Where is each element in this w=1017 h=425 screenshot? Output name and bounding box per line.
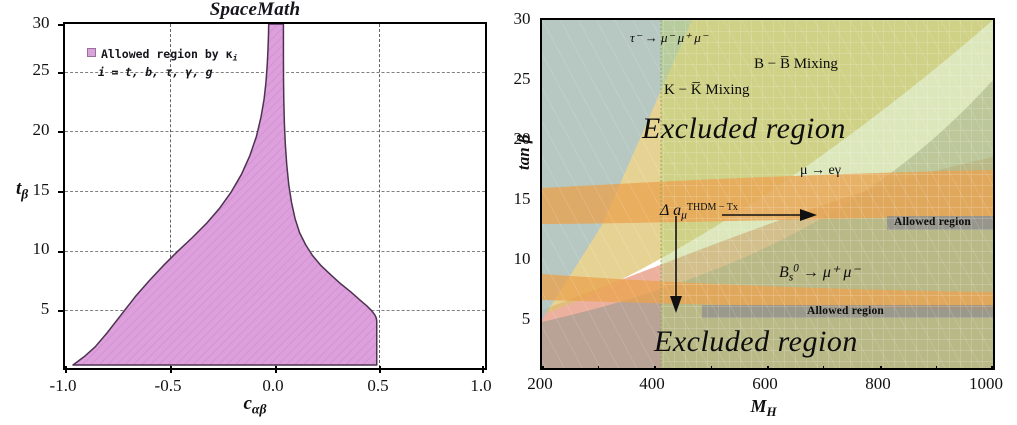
annotation-excluded-region-top: Excluded region <box>642 112 846 145</box>
xtick-0 <box>274 366 277 373</box>
annotation-tau-decay: τ⁻ → μ⁻ μ⁺ μ⁻ <box>630 30 708 45</box>
ytick-15 <box>58 190 65 193</box>
legend-label-line2: i = t, b, τ, γ, g <box>98 65 213 80</box>
xtick-label-0: 0.0 <box>262 376 284 395</box>
rxtick-600 <box>767 366 769 368</box>
ytick-5 <box>58 310 65 313</box>
gridline-v-neg05 <box>169 24 171 368</box>
rytick-minor-28 <box>540 44 542 45</box>
rytick-minor-8 <box>540 284 542 285</box>
right-x-axis-label: MH <box>510 396 1017 420</box>
xtick-label-05: 0.5 <box>367 376 389 395</box>
rxtick-200 <box>542 366 544 368</box>
rytick-label-10: 10 <box>513 249 531 268</box>
bs-decay-main: B <box>779 264 789 281</box>
right-x-axis-label-sub: H <box>766 404 777 420</box>
rytick-20 <box>540 140 542 142</box>
xtick-label-neg1: -1.0 <box>49 376 77 395</box>
delta-a-mu-sup: THDM − Tx <box>686 202 738 213</box>
right-plot-frame: τ⁻ → μ⁻ μ⁺ μ⁻ B − B̅ Mixing K − K̅ Mixin… <box>540 18 995 370</box>
rytick-10 <box>540 260 542 262</box>
rytick-minor-23 <box>540 104 542 105</box>
annotation-delta-a-mu: Δ aμTHDM − Tx <box>660 202 738 222</box>
xtick-neg1 <box>65 366 67 373</box>
xtick-neg05 <box>169 366 172 373</box>
left-y-axis-label: tβ <box>16 178 28 202</box>
legend-label-line1-sub: i <box>232 52 238 63</box>
rytick-15 <box>540 200 542 202</box>
kappa-allowed-region-shape <box>72 24 378 366</box>
annotation-k-kbar-mixing: K − K̅ Mixing <box>664 82 750 98</box>
rxtick-1000 <box>991 366 993 368</box>
delta-a-mu-arrow-down <box>670 216 682 313</box>
rxtick-minor-700 <box>823 366 824 368</box>
xtick-label-1: 1.0 <box>470 376 492 395</box>
bs-decay-rest: → μ⁺ μ⁻ <box>802 264 860 281</box>
ytick-label-30: 30 <box>32 13 50 32</box>
rxtick-minor-500 <box>711 366 712 368</box>
ytick-label-15: 15 <box>32 180 50 199</box>
ytick-10 <box>58 250 65 253</box>
delta-a-mu-sub: μ <box>681 209 687 222</box>
left-x-axis-label-main: c <box>243 393 252 414</box>
annotation-b-bbar-mixing: B − B̅ Mixing <box>754 56 838 72</box>
legend-swatch <box>87 47 101 61</box>
gridline-v-05 <box>379 24 381 368</box>
left-plot-panel: SpaceMath <box>0 0 510 417</box>
rytick-25 <box>540 80 542 82</box>
rxtick-minor-900 <box>936 366 937 368</box>
left-x-axis-label: cαβ <box>0 393 510 417</box>
right-y-axis-label: tan β <box>514 134 533 170</box>
xtick-1 <box>482 366 484 373</box>
rytick-label-15: 15 <box>513 189 531 208</box>
left-plot-legend: Allowed region by κi i = t, b, τ, γ, g <box>87 46 327 82</box>
left-plot-title: SpaceMath <box>209 0 301 20</box>
legend-label-line1: Allowed region by κ <box>101 47 233 61</box>
rytick-30 <box>540 20 542 22</box>
ytick-30 <box>58 24 65 26</box>
rytick-5 <box>540 320 542 322</box>
ytick-label-5: 5 <box>40 299 50 318</box>
rxtick-label-600: 600 <box>752 374 778 393</box>
constraint-regions-svg <box>542 20 993 368</box>
rytick-label-25: 25 <box>513 69 531 88</box>
ytick-label-10: 10 <box>32 239 50 258</box>
xtick-05 <box>379 366 382 373</box>
left-y-axis-label-sub: β <box>21 186 29 202</box>
bs-decay-sub: s <box>788 271 794 284</box>
annotation-mu-to-egamma: μ → eγ <box>800 163 841 178</box>
ytick-20 <box>58 131 65 134</box>
delta-a-mu-main: Δ a <box>660 202 682 219</box>
rytick-label-5: 5 <box>521 309 531 328</box>
rxtick-400 <box>654 366 656 368</box>
right-x-axis-label-main: M <box>750 396 767 416</box>
rxtick-800 <box>880 366 882 368</box>
right-plot-panel: τ⁻ → μ⁻ μ⁺ μ⁻ B − B̅ Mixing K − K̅ Mixin… <box>510 0 1017 425</box>
rxtick-label-400: 400 <box>639 374 665 393</box>
annotation-allowed-region-upper: Allowed region <box>894 216 972 228</box>
rytick-label-30: 30 <box>513 9 531 28</box>
left-plot-frame: Allowed region by κi i = t, b, τ, γ, g <box>58 22 487 373</box>
ytick-label-20: 20 <box>32 120 50 139</box>
rxtick-label-200: 200 <box>527 374 553 393</box>
annotation-bs-to-mumu: Bs0 → μ⁺ μ⁻ <box>779 262 860 284</box>
left-x-axis-label-sub: αβ <box>251 401 267 417</box>
rytick-label-20: 20 <box>513 129 531 148</box>
region-diag-overlay <box>542 20 993 368</box>
rxtick-label-1000: 1000 <box>969 374 1003 393</box>
annotation-excluded-region-bottom: Excluded region <box>654 325 858 358</box>
ytick-label-25: 25 <box>32 60 50 79</box>
xtick-label-neg05: -0.5 <box>154 376 182 395</box>
rxtick-label-800: 800 <box>865 374 891 393</box>
rxtick-minor-300 <box>598 366 599 368</box>
rytick-minor-18 <box>540 164 542 165</box>
left-y-axis-label-main: t <box>16 178 22 199</box>
bs-decay-sup: 0 <box>793 262 799 275</box>
right-plot-regions: τ⁻ → μ⁻ μ⁺ μ⁻ B − B̅ Mixing K − K̅ Mixin… <box>542 20 993 368</box>
rytick-minor-13 <box>540 224 542 225</box>
delta-a-mu-arrow-right <box>722 209 817 221</box>
annotation-allowed-region-lower: Allowed region <box>807 305 885 317</box>
ytick-25 <box>58 71 65 74</box>
